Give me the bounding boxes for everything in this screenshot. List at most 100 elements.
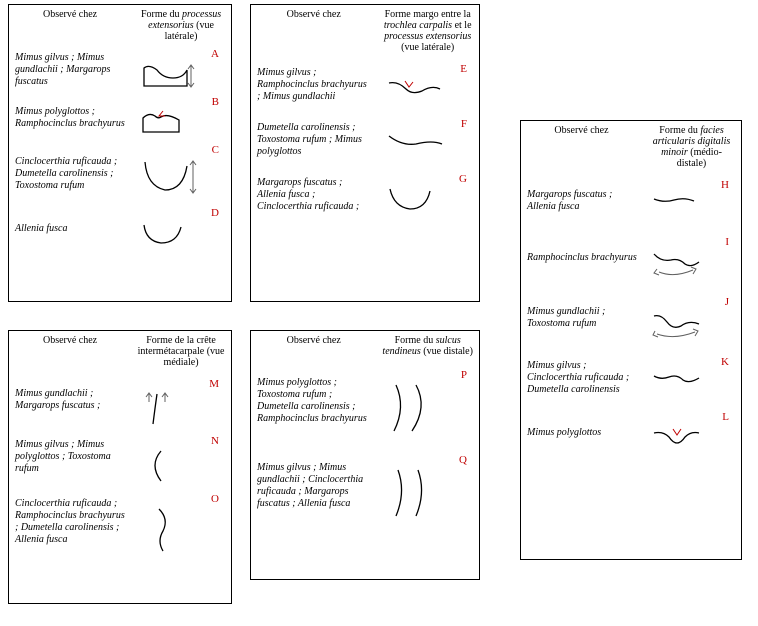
shape-cell-E: E bbox=[376, 65, 473, 105]
shape-B-icon bbox=[139, 108, 199, 138]
shape-cell-C: C bbox=[131, 146, 226, 201]
table-row: Mimus gilvus ; Mimus gundlachii ; Cinclo… bbox=[251, 441, 479, 531]
panel-processus-extensorius: Observé chez Forme du processus extensor… bbox=[8, 4, 232, 302]
letter-A: A bbox=[211, 48, 219, 60]
panel5-header: Observé chez Forme du sulcus tendineus (… bbox=[251, 331, 479, 361]
table-row: Allenia fusca D bbox=[9, 205, 231, 253]
species-text: Mimus gilvus ; Ramphocinclus brachyurus … bbox=[257, 67, 376, 103]
panel1-header: Observé chez Forme du processus extensor… bbox=[9, 5, 231, 46]
shape-cell-L: L bbox=[641, 413, 735, 453]
species-text: Mimus polyglottos bbox=[527, 427, 641, 439]
table-row: Mimus gundlachii ; Margarops fuscatus ; … bbox=[9, 372, 231, 427]
letter-H: H bbox=[721, 179, 729, 191]
letter-G: G bbox=[459, 173, 467, 185]
letter-P: P bbox=[461, 369, 467, 381]
species-text: Mimus gilvus ; Mimus polyglottos ; Toxos… bbox=[15, 439, 131, 475]
letter-D: D bbox=[211, 207, 219, 219]
table-row: Mimus gilvus ; Mimus polyglottos ; Toxos… bbox=[9, 427, 231, 487]
species-text: Mimus polyglottos ; Toxostoma rufum ; Du… bbox=[257, 377, 376, 425]
panel2-header: Observé chez Forme margo entre la trochl… bbox=[251, 5, 479, 57]
table-row: Dumetella carolinensis ; Toxostoma rufum… bbox=[251, 112, 479, 167]
shape-cell-F: F bbox=[376, 120, 473, 160]
letter-L: L bbox=[722, 411, 729, 423]
shape-cell-J: J bbox=[641, 298, 735, 338]
shape-cell-D: D bbox=[131, 209, 226, 249]
species-text: Margarops fuscatus ; Allenia fusca ; Cin… bbox=[257, 177, 376, 213]
shape-J-icon bbox=[649, 308, 709, 343]
shape-C-icon bbox=[139, 156, 209, 201]
shape-F-icon bbox=[384, 130, 454, 155]
species-text: Mimus gilvus ; Mimus gundlachii ; Margar… bbox=[15, 52, 131, 88]
species-text: Mimus gundlachii ; Toxostoma rufum bbox=[527, 306, 641, 330]
table-row: Mimus gilvus ; Cinclocerthia ruficauda ;… bbox=[521, 348, 741, 408]
shape-cell-K: K bbox=[641, 358, 735, 398]
letter-C: C bbox=[212, 144, 219, 156]
panel1-obs-head: Observé chez bbox=[9, 5, 131, 46]
panel1-form-head: Forme du processus extensorius (vue laté… bbox=[131, 5, 231, 46]
table-row: Ramphocinclus brachyurus I bbox=[521, 228, 741, 288]
species-text: Mimus gilvus ; Mimus gundlachii ; Cinclo… bbox=[257, 462, 376, 510]
letter-K: K bbox=[721, 356, 729, 368]
species-text: Margarops fuscatus ; Allenia fusca bbox=[527, 189, 641, 213]
panel5-form-head: Forme du sulcus tendineus (vue distale) bbox=[376, 331, 479, 361]
table-row: Margarops fuscatus ; Allenia fusca H bbox=[521, 173, 741, 228]
shape-cell-M: M bbox=[131, 380, 226, 420]
panel-margo: Observé chez Forme margo entre la trochl… bbox=[250, 4, 480, 302]
letter-O: O bbox=[211, 493, 219, 505]
shape-cell-G: G bbox=[376, 175, 473, 215]
shape-cell-I: I bbox=[641, 238, 735, 278]
species-text: Mimus gilvus ; Cinclocerthia ruficauda ;… bbox=[527, 360, 641, 396]
shape-I-icon bbox=[649, 248, 709, 283]
shape-P-icon bbox=[384, 381, 444, 436]
table-row: Mimus polyglottos ; Toxostoma rufum ; Du… bbox=[251, 361, 479, 441]
shape-A-icon bbox=[139, 60, 199, 90]
table-row: Mimus gilvus ; Mimus gundlachii ; Margar… bbox=[9, 46, 231, 94]
shape-Q-icon bbox=[384, 466, 444, 521]
table-row: Cinclocerthia ruficauda ; Ramphocinclus … bbox=[9, 487, 231, 557]
table-row: Mimus polyglottos L bbox=[521, 408, 741, 458]
shape-cell-B: B bbox=[131, 98, 226, 138]
shape-O-icon bbox=[139, 505, 179, 555]
panel3-form-head: Forme du facies articularis digitalis mi… bbox=[642, 121, 741, 173]
panel2-form-head: Forme margo entre la trochlea carpalis e… bbox=[376, 5, 479, 57]
shape-cell-P: P bbox=[376, 371, 473, 431]
species-text: Dumetella carolinensis ; Toxostoma rufum… bbox=[257, 122, 376, 158]
shape-cell-H: H bbox=[641, 181, 735, 221]
letter-I: I bbox=[725, 236, 729, 248]
shape-K-icon bbox=[649, 368, 709, 388]
table-row: Mimus gilvus ; Ramphocinclus brachyurus … bbox=[251, 57, 479, 112]
shape-cell-O: O bbox=[131, 495, 226, 550]
shape-N-icon bbox=[139, 447, 179, 487]
shape-M-icon bbox=[139, 390, 179, 430]
table-row: Mimus gundlachii ; Toxostoma rufum J bbox=[521, 288, 741, 348]
panel4-obs-head: Observé chez bbox=[9, 331, 131, 372]
shape-cell-N: N bbox=[131, 437, 226, 477]
panel3-header: Observé chez Forme du facies articularis… bbox=[521, 121, 741, 173]
table-row: Cinclocerthia ruficauda ; Dumetella caro… bbox=[9, 142, 231, 205]
species-text: Mimus polyglottos ; Ramphocinclus brachy… bbox=[15, 106, 131, 130]
panel4-header: Observé chez Forme de la crête interméta… bbox=[9, 331, 231, 372]
letter-E: E bbox=[460, 63, 467, 75]
letter-J: J bbox=[725, 296, 729, 308]
table-row: Mimus polyglottos ; Ramphocinclus brachy… bbox=[9, 94, 231, 142]
species-text: Cinclocerthia ruficauda ; Dumetella caro… bbox=[15, 156, 131, 192]
species-text: Mimus gundlachii ; Margarops fuscatus ; bbox=[15, 388, 131, 412]
shape-D-icon bbox=[139, 219, 199, 249]
species-text: Cinclocerthia ruficauda ; Ramphocinclus … bbox=[15, 498, 131, 546]
panel5-obs-head: Observé chez bbox=[251, 331, 376, 361]
species-text: Ramphocinclus brachyurus bbox=[527, 252, 641, 264]
species-text: Allenia fusca bbox=[15, 223, 131, 235]
panel4-form-head: Forme de la crête intermétacarpale (vue … bbox=[131, 331, 231, 372]
letter-B: B bbox=[212, 96, 219, 108]
shape-E-icon bbox=[384, 75, 454, 105]
letter-Q: Q bbox=[459, 454, 467, 466]
panel-facies-articularis: Observé chez Forme du facies articularis… bbox=[520, 120, 742, 560]
letter-F: F bbox=[461, 118, 467, 130]
letter-N: N bbox=[211, 435, 219, 447]
shape-G-icon bbox=[384, 185, 444, 215]
shape-cell-Q: Q bbox=[376, 456, 473, 516]
letter-M: M bbox=[209, 378, 219, 390]
shape-H-icon bbox=[649, 191, 709, 211]
panel2-obs-head: Observé chez bbox=[251, 5, 376, 57]
shape-L-icon bbox=[649, 423, 709, 453]
